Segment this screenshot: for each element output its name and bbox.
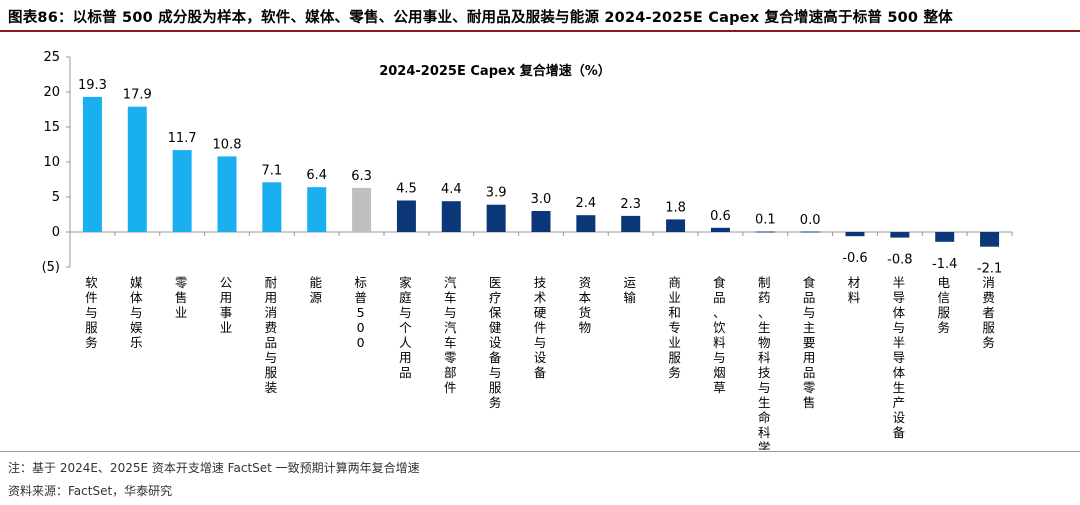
bar — [710, 227, 730, 232]
data-label: 11.7 — [168, 131, 197, 146]
category-label: 半导体与半导体生产设备 — [893, 275, 906, 440]
data-label: 0.0 — [800, 213, 821, 228]
category-label: 医疗保健设备与服务 — [489, 275, 502, 410]
bar — [441, 201, 461, 232]
category-label: 耐用消费品与服装 — [265, 275, 278, 395]
category-label: 消费者服务 — [982, 275, 995, 350]
category-label: 制药、生物科技与生命科学 — [758, 275, 771, 450]
header-rule — [0, 30, 1080, 32]
y-tick-label: 25 — [43, 50, 60, 65]
category-label: 媒体与娱乐 — [130, 275, 143, 350]
data-label: 0.6 — [710, 209, 731, 224]
bar — [531, 211, 551, 232]
bar — [307, 187, 327, 232]
category-label: 公用事业 — [220, 275, 233, 335]
data-label: 7.1 — [262, 163, 283, 178]
y-tick-label: (5) — [42, 260, 60, 275]
category-label: 食品与主要用品零售 — [803, 275, 816, 410]
bar — [127, 106, 147, 232]
category-label: 商业和专业服务 — [668, 275, 681, 380]
bar — [82, 96, 102, 233]
data-label: -0.6 — [842, 251, 867, 266]
bar-chart: 2024-2025E Capex 复合增速（%） 25 20 15 10 5 0 (5) 1… — [42, 50, 1013, 450]
category-label: 食品、饮料与烟草 — [713, 275, 726, 395]
chart-title: 2024-2025E Capex 复合增速（%） — [379, 63, 611, 79]
category-label: 标普 5 0 0 — [354, 275, 367, 350]
category-label: 零售业 — [175, 275, 188, 320]
bar — [666, 219, 686, 232]
y-tick-label: 5 — [52, 190, 60, 205]
y-tick-label: 0 — [52, 225, 60, 240]
footer-rule — [0, 451, 1080, 452]
category-label: 家庭与个人用品 — [399, 275, 412, 380]
data-label: 2.4 — [576, 196, 597, 211]
bar — [217, 156, 237, 232]
footnote: 注：基于 2024E、2025E 资本开支增速 FactSet 一致预期计算两年… — [8, 461, 420, 475]
data-label: 1.8 — [665, 200, 686, 215]
category-label: 汽车与汽车零部件 — [444, 275, 457, 395]
data-label: -2.1 — [977, 262, 1002, 277]
data-label: 3.9 — [486, 186, 507, 201]
bar — [621, 215, 641, 232]
bar — [980, 232, 1000, 247]
bar — [396, 200, 416, 232]
category-label: 资本货物 — [579, 275, 592, 335]
data-label: 3.0 — [531, 192, 552, 207]
data-label: 10.8 — [213, 137, 242, 152]
category-label: 运输 — [623, 275, 636, 305]
bar — [755, 231, 775, 233]
data-label: 0.1 — [755, 212, 776, 227]
figure-title: 图表86：以标普 500 成分股为样本，软件、媒体、零售、公用事业、耐用品及服装… — [8, 10, 953, 26]
data-label: -0.8 — [887, 253, 912, 268]
category-label: 能源 — [309, 275, 322, 305]
bar — [845, 232, 865, 237]
category-label: 软件与服务 — [85, 275, 98, 350]
data-label: -1.4 — [932, 257, 957, 272]
y-tick-label: 20 — [43, 85, 60, 100]
data-label: 6.3 — [351, 169, 372, 184]
data-label: 19.3 — [78, 78, 107, 93]
data-label: 17.9 — [123, 88, 152, 103]
data-label: 6.4 — [306, 168, 327, 183]
data-label: 4.5 — [396, 182, 417, 197]
bar — [352, 187, 372, 232]
bar — [890, 232, 910, 238]
bar — [935, 232, 955, 242]
data-label: 4.4 — [441, 182, 462, 197]
category-label: 材料 — [848, 275, 861, 305]
category-label: 技术硬件与设备 — [534, 275, 547, 380]
category-label: 电信服务 — [937, 275, 950, 335]
bar — [262, 182, 282, 232]
y-tick-label: 10 — [43, 155, 60, 170]
bar — [172, 150, 192, 232]
bar — [576, 215, 596, 232]
bar — [800, 231, 820, 233]
bar — [486, 204, 506, 232]
y-tick-label: 15 — [43, 120, 60, 135]
source-note: 资料来源：FactSet，华泰研究 — [8, 484, 173, 498]
data-label: 2.3 — [620, 197, 641, 212]
